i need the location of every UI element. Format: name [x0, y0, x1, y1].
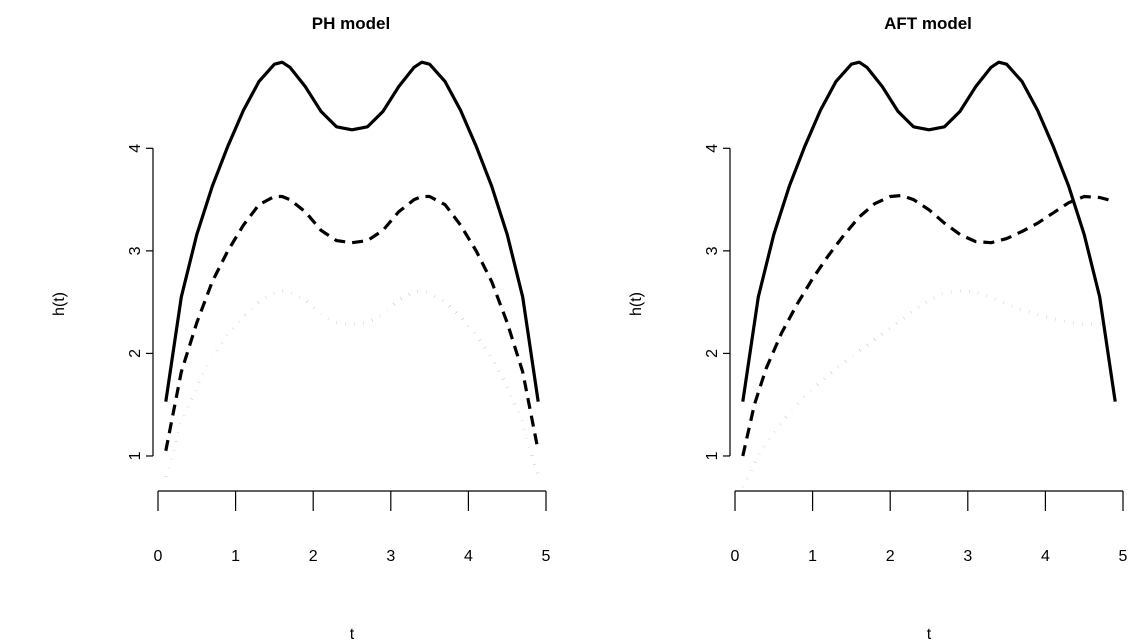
x-tick-label: 3 — [386, 548, 395, 565]
plot-area: 1 2 3 4 0 1 2 3 4 5 — [704, 60, 1128, 565]
series-line-dotted — [741, 289, 1116, 488]
plot-area: 1 2 3 4 0 1 2 3 4 5 — [127, 60, 551, 565]
x-axis-label: t — [927, 626, 932, 640]
y-tick-label: 2 — [127, 349, 144, 358]
x-tick-label: 5 — [1119, 548, 1128, 565]
chart-panel-ph: PH model t h(t) 1 2 3 4 0 1 2 3 4 5 — [51, 14, 551, 640]
x-tick-label: 0 — [731, 548, 740, 565]
series-line-solid — [164, 60, 540, 402]
series-line-solid — [741, 60, 1117, 402]
y-tick-label: 1 — [127, 451, 144, 460]
x-tick-label: 4 — [464, 548, 473, 565]
x-tick-label: 1 — [808, 548, 817, 565]
x-tick-label: 1 — [231, 548, 240, 565]
y-tick-label: 4 — [127, 144, 144, 153]
y-axis-label: h(t) — [51, 292, 68, 316]
x-tick-label: 4 — [1041, 548, 1050, 565]
y-tick-label: 4 — [704, 144, 721, 153]
y-tick-label: 3 — [127, 246, 144, 255]
x-tick-label: 3 — [963, 548, 972, 565]
series-line-dashed — [164, 194, 540, 452]
chart-title: PH model — [312, 14, 390, 33]
x-tick-label: 5 — [542, 548, 551, 565]
y-tick-label: 1 — [704, 451, 721, 460]
x-tick-label: 2 — [886, 548, 895, 565]
x-axis-label: t — [350, 626, 355, 640]
y-tick-label: 2 — [704, 349, 721, 358]
chart-panel-aft: AFT model t h(t) 1 2 3 4 0 1 2 3 4 5 — [628, 14, 1128, 640]
y-axis-label: h(t) — [628, 292, 645, 316]
chart-title: AFT model — [884, 14, 972, 33]
series-line-dashed — [741, 193, 1116, 457]
x-tick-label: 2 — [309, 548, 318, 565]
x-tick-label: 0 — [154, 548, 163, 565]
series-line-dotted — [164, 289, 540, 477]
y-tick-label: 3 — [704, 246, 721, 255]
